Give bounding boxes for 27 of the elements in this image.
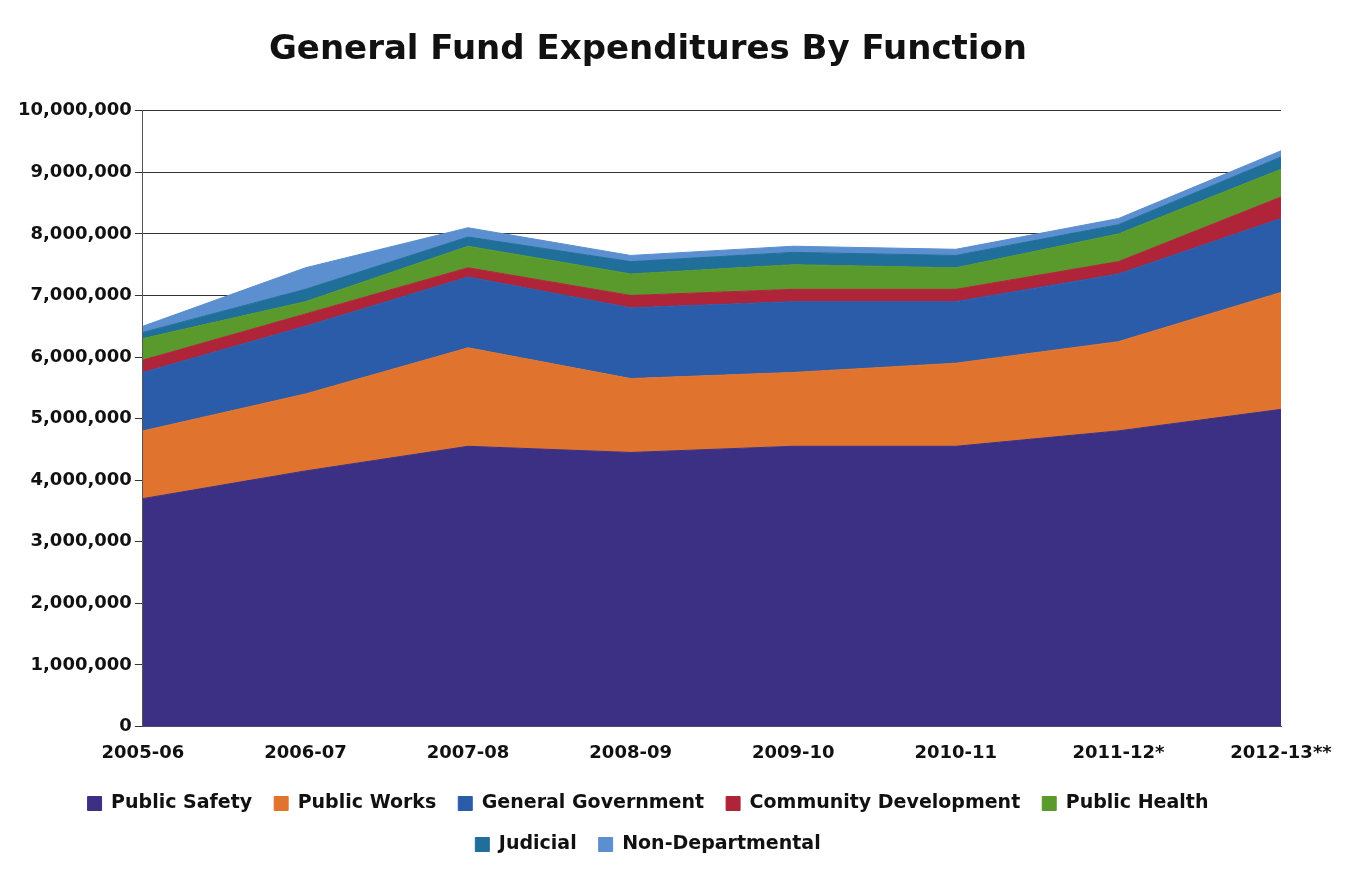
y-tick-label: 4,000,000 [30, 467, 132, 489]
x-tick-label: 2011-12* [1072, 740, 1166, 762]
x-tick-label: 2007-08 [426, 740, 510, 762]
y-tick-label: 7,000,000 [30, 283, 132, 305]
y-tick-label: 9,000,000 [30, 160, 132, 182]
x-tick-label: 2009-10 [751, 740, 835, 762]
legend-label: Judicial [496, 831, 577, 854]
x-tick-label: 2005-06 [101, 740, 185, 762]
y-tick-label: 2,000,000 [30, 590, 132, 612]
y-tick-label: 6,000,000 [30, 344, 132, 366]
y-tick-label: 3,000,000 [30, 529, 132, 551]
y-tick-label: 10,000,000 [18, 98, 132, 120]
x-tick-label: 2010-11 [914, 740, 998, 762]
y-tick-label: 0 [119, 714, 132, 736]
legend-label: Public Works [297, 790, 437, 813]
x-tick-label: 2008-09 [589, 740, 672, 762]
x-tick-label: 2006-07 [264, 740, 347, 762]
chart-title: General Fund Expenditures By Function [268, 27, 1028, 68]
legend-label: Public Health [1065, 790, 1209, 813]
y-tick-label: 5,000,000 [30, 406, 132, 428]
legend-label: Non-Departmental [622, 831, 821, 854]
x-tick-label: 2012-13** [1230, 740, 1333, 762]
legend-label: Community Development [749, 790, 1021, 813]
y-tick-label: 8,000,000 [30, 221, 132, 243]
y-tick-label: 1,000,000 [30, 652, 132, 674]
legend-label: Public Safety [111, 790, 253, 813]
legend-label: General Government [481, 790, 705, 813]
